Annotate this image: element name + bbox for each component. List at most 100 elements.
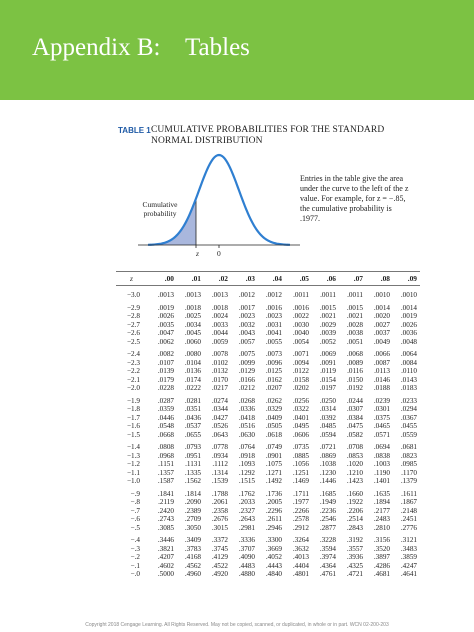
table-row: −3.0 .0013 .0013 .0013 .0012 .0012 .0011 .0011.…	[116, 286, 420, 300]
z-value-cell: −1.6	[126, 422, 140, 430]
table-body: −3.0 .0013 .0013 .0013 .0012 .0012 .0011 .0011.…	[116, 286, 420, 579]
table-row: −2.1 .0179 .0174 .0170 .0166 .0162 .0158 .0154.…	[116, 376, 420, 385]
table-row: −1.0 .1587 .1562 .1539 .1515 .1492 .1469 .1446.…	[116, 477, 420, 486]
probability-cell: .0179	[157, 375, 174, 384]
table-row: −2.6 .0047 .0045 .0044 .0043 .0041 .0040 .0039.…	[116, 329, 420, 338]
probability-cell: .1711	[293, 489, 309, 498]
probability-cell: .0885	[292, 451, 309, 460]
probability-cell: .0853	[346, 451, 363, 460]
probability-cell: .1210	[346, 468, 363, 477]
probability-cell: .3745	[211, 544, 228, 553]
probability-cell: .3192	[346, 536, 363, 544]
probability-cell: .0025	[184, 312, 201, 320]
probability-cell: .0918	[238, 451, 255, 460]
probability-cell: .3520	[373, 544, 390, 553]
table-row: −1.3 .0968 .0951 .0934 .0918 .0901 .0885 .0869.…	[116, 452, 420, 461]
probability-cell: .2389	[184, 506, 201, 515]
probability-cell: .0110	[401, 367, 417, 375]
probability-cell: .0559	[400, 430, 417, 439]
probability-cell: .1469	[292, 477, 309, 485]
probability-cell: .0014	[400, 303, 417, 312]
appendix-banner: Appendix B: Tables	[0, 0, 474, 100]
z-value-cell: −1.7	[126, 413, 140, 422]
table-row: −1.1 .1357 .1335 .1314 .1292 .1271 .1251 .1230.…	[116, 469, 420, 478]
probability-cell: .0119	[320, 367, 336, 375]
probability-cell: .0594	[319, 430, 336, 439]
probability-cell: .2514	[346, 515, 363, 523]
column-header: .08	[380, 274, 390, 283]
probability-cell: .2061	[211, 498, 228, 506]
probability-cell: .0041	[265, 329, 282, 337]
column-header: .05	[299, 274, 309, 283]
table-row: −2.9 .0019 .0018 .0018 .0017 .0016 .0016 .0015.…	[116, 304, 420, 313]
probability-cell: .0735	[292, 443, 309, 451]
column-header: .01	[191, 274, 201, 283]
probability-cell: .3446	[157, 536, 174, 544]
probability-cell: .0048	[400, 337, 417, 346]
probability-cell: .0418	[238, 413, 255, 422]
probability-cell: .0392	[319, 413, 336, 422]
probability-cell: .0436	[184, 413, 201, 422]
z-value-cell: −.5	[130, 523, 140, 532]
probability-cell: .2578	[292, 515, 309, 523]
probability-cell: .3156	[373, 536, 390, 544]
probability-cell: .0505	[265, 422, 282, 430]
probability-cell: .3859	[400, 553, 417, 561]
probability-cell: .0040	[292, 329, 309, 337]
probability-cell: .4129	[211, 553, 228, 561]
probability-cell: .2451	[400, 515, 417, 523]
probability-cell: .0526	[211, 422, 228, 430]
probability-cell: .1814	[184, 489, 201, 498]
z-value-cell: −1.5	[126, 430, 140, 439]
probability-cell: .0015	[346, 303, 363, 312]
probability-cell: .1112	[212, 460, 228, 468]
probability-cell: .0287	[157, 396, 174, 405]
probability-cell: .0375	[373, 413, 390, 422]
probability-cell: .2810	[373, 523, 390, 532]
table-row: −2.5 .0062 .0060 .0059 .0057 .0055 .0054 .0052.…	[116, 338, 420, 347]
probability-cell: .0011	[320, 291, 336, 299]
probability-cell: .0080	[184, 350, 201, 358]
probability-cell: .0838	[373, 451, 390, 460]
probability-cell: .4443	[265, 561, 282, 570]
probability-cell: .0016	[292, 303, 309, 312]
probability-cell: .1587	[157, 477, 174, 485]
probability-cell: .0035	[157, 320, 174, 329]
probability-cell: .1314	[211, 468, 228, 477]
probability-cell: .4483	[238, 561, 255, 570]
probability-cell: .0096	[265, 358, 282, 367]
probability-cell: .0192	[346, 384, 363, 392]
probability-cell: .0274	[211, 396, 228, 405]
probability-cell: .3557	[346, 544, 363, 553]
table-row: −.4 .3446 .3409 .3372 .3336 .3300 .3264 .3228 .3…	[116, 536, 420, 545]
probability-cell: .3594	[319, 544, 336, 553]
probability-cell: .1949	[319, 498, 336, 506]
probability-cell: .0034	[184, 320, 201, 329]
probability-cell: .2206	[346, 506, 363, 515]
probability-cell: .0039	[319, 329, 336, 337]
z-value-cell: −.8	[130, 498, 140, 506]
z-value-cell: −3.0	[126, 291, 140, 299]
table-row: −1.2 .1151 .1131 .1112 .1093 .1075 .1056 .1038.…	[116, 460, 420, 469]
table-row: −1.6 .0548 .0537 .0526 .0516 .0505 .0495 .0485.…	[116, 422, 420, 431]
probability-cell: .3121	[400, 536, 417, 544]
probability-cell: .4247	[400, 561, 417, 570]
probability-cell: .3783	[184, 544, 201, 553]
probability-cell: .0091	[319, 358, 336, 367]
z-value-cell: −.9	[130, 489, 140, 498]
probability-cell: .3821	[157, 544, 174, 553]
probability-cell: .0021	[319, 312, 336, 320]
z-value-cell: −1.0	[126, 477, 140, 485]
probability-cell: .0043	[238, 329, 255, 337]
probability-cell: .3483	[400, 544, 417, 553]
probability-cell: .0934	[211, 451, 228, 460]
probability-cell: .0668	[157, 430, 174, 439]
probability-cell: .0032	[238, 320, 255, 329]
probability-cell: .0037	[373, 329, 390, 337]
probability-cell: .0102	[211, 358, 228, 367]
probability-cell: .0655	[184, 430, 201, 439]
probability-cell: .0136	[184, 367, 201, 375]
probability-cell: .4013	[292, 553, 309, 561]
probability-cell: .0446	[157, 413, 174, 422]
probability-cell: .0262	[265, 396, 282, 405]
